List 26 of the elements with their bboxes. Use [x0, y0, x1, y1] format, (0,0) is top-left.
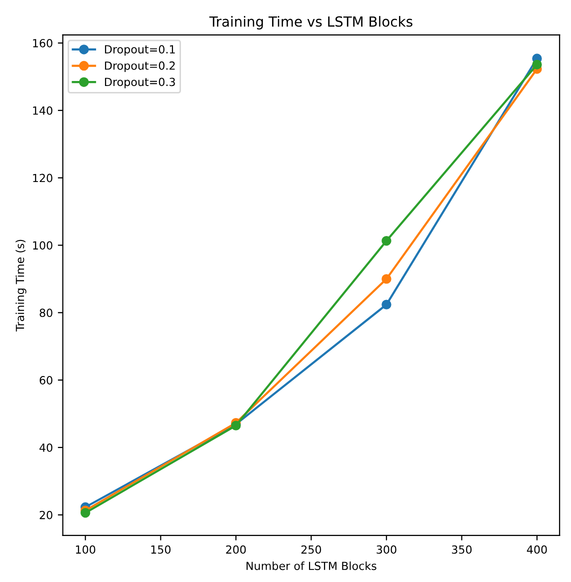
point [80, 508, 90, 518]
x-tick-label: 200 [226, 545, 246, 554]
y-tick-label: 120 [33, 174, 52, 182]
x-tick-label: 300 [376, 545, 396, 554]
x-tick-label: 250 [301, 545, 322, 554]
chart-title: Training Time vs LSTM Blocks [209, 16, 412, 30]
point [382, 274, 392, 284]
y-tick-label: 40 [39, 443, 52, 452]
y-tick-label: 20 [40, 510, 52, 520]
legend-label: Dropout=0.2 [105, 61, 175, 72]
x-tick-label: 350 [452, 545, 472, 554]
x-tick-label: 400 [526, 545, 547, 554]
x-axis-title: Number of LSTM Blocks [246, 561, 376, 570]
point [382, 300, 392, 310]
y-tick-label: 80 [40, 308, 52, 318]
legend-label: Dropout=0.3 [105, 78, 175, 88]
y-tick-label: 160 [33, 38, 52, 48]
y-axis-title: Training Time (s) [16, 240, 26, 332]
legend-label: Dropout=0.1 [105, 45, 175, 56]
y-tick-label: 100 [33, 241, 52, 250]
point [532, 60, 542, 70]
x-tick-label: 150 [151, 545, 171, 554]
y-tick-label: 140 [33, 106, 52, 115]
y-tick-label: 60 [40, 376, 52, 384]
point [382, 236, 392, 246]
x-tick-label: 100 [76, 545, 96, 554]
